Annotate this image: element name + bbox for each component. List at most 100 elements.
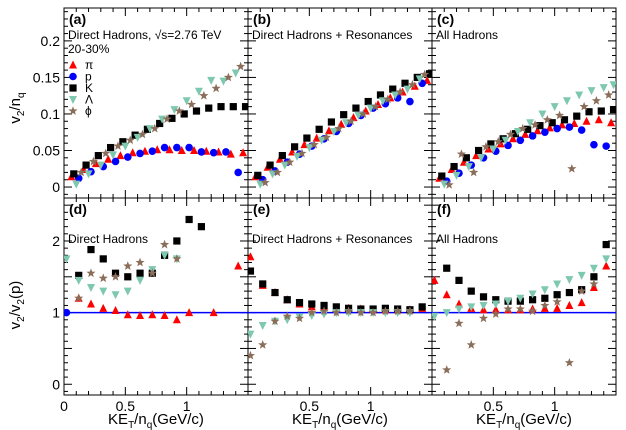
data-point-ϕ xyxy=(407,79,417,89)
panel-title: All Hadrons xyxy=(436,28,498,42)
x-tick-label: 1 xyxy=(367,398,375,414)
y-tick-label: 2 xyxy=(52,233,60,249)
data-point-Λ xyxy=(74,276,83,285)
data-point-Λ xyxy=(516,294,525,303)
panel-frame xyxy=(431,197,617,396)
panel-frame xyxy=(247,197,433,396)
data-point-legend-π xyxy=(69,60,77,69)
data-point-K xyxy=(197,223,205,231)
data-point-ϕ xyxy=(199,90,209,100)
data-point-K xyxy=(467,287,475,295)
data-point-K xyxy=(185,215,193,224)
data-point-ϕ xyxy=(454,318,464,328)
data-point-K xyxy=(70,170,78,178)
data-point-π xyxy=(123,310,132,319)
x-tick-label: 0.5 xyxy=(116,398,136,414)
panel-title: Direct Hadrons xyxy=(68,232,148,246)
x-tick-label: 0 xyxy=(60,398,68,414)
legend-label: ϕ xyxy=(85,104,92,118)
data-point-π xyxy=(239,148,248,157)
data-point-K xyxy=(511,130,520,138)
data-point-ϕ xyxy=(86,268,96,278)
panel-title: Direct Hadrons + Resonances xyxy=(252,232,412,246)
data-point-K xyxy=(308,300,316,308)
data-point-Λ xyxy=(170,106,179,115)
data-point-ϕ xyxy=(272,167,283,177)
data-point-ϕ xyxy=(540,300,550,310)
data-point-π xyxy=(508,134,517,143)
data-point-ϕ xyxy=(358,109,368,118)
markers xyxy=(248,252,427,360)
data-point-π xyxy=(582,116,591,125)
data-point-p xyxy=(160,143,169,152)
data-point-ϕ xyxy=(604,90,614,99)
data-point-ϕ xyxy=(555,110,565,120)
data-point-p xyxy=(406,97,414,106)
data-point-K xyxy=(597,107,605,115)
data-point-ϕ xyxy=(76,167,86,177)
data-point-p xyxy=(541,128,549,137)
data-point-p xyxy=(64,308,71,317)
markers xyxy=(67,61,248,189)
data-point-K xyxy=(425,70,432,78)
data-point-ϕ xyxy=(577,286,587,296)
data-point-Λ xyxy=(160,251,169,260)
data-point-π xyxy=(172,315,181,324)
x-tick-label: 1 xyxy=(551,398,559,414)
data-point-p xyxy=(590,140,598,149)
data-point-ϕ xyxy=(160,239,170,249)
data-point-ϕ xyxy=(493,136,503,146)
data-point-ϕ xyxy=(334,123,344,133)
data-point-ϕ xyxy=(137,129,148,139)
data-point-ϕ xyxy=(172,254,182,263)
data-point-Λ xyxy=(268,170,277,179)
data-point-Λ xyxy=(84,170,93,179)
data-point-Λ xyxy=(329,128,338,136)
data-point-ϕ xyxy=(282,311,292,321)
data-point-ϕ xyxy=(380,306,390,316)
data-point-π xyxy=(324,126,333,135)
data-point-ϕ xyxy=(393,306,403,316)
data-point-Λ xyxy=(538,110,547,119)
data-point-legend-Λ xyxy=(69,96,77,104)
data-point-π xyxy=(209,308,218,317)
data-point-ϕ xyxy=(260,177,270,187)
data-point-ϕ xyxy=(530,120,540,129)
panel-d: 0 1 2 0 0.5 1 (d) Direct Hadrons xyxy=(52,197,249,414)
data-point-ϕ xyxy=(236,61,246,71)
data-point-K xyxy=(205,104,213,112)
data-point-π xyxy=(234,261,243,270)
data-point-Λ xyxy=(477,154,486,163)
data-point-K xyxy=(438,172,446,180)
data-point-π xyxy=(454,299,463,308)
data-point-K xyxy=(192,107,201,115)
data-point-p xyxy=(528,132,537,140)
panel-subtitle: 20-30% xyxy=(68,42,110,56)
y-tick-label: 0 xyxy=(52,179,60,195)
data-point-Λ xyxy=(440,180,449,189)
data-point-p xyxy=(516,136,525,145)
data-point-ϕ xyxy=(307,307,317,317)
data-point-K xyxy=(229,103,237,111)
data-point-ϕ xyxy=(368,307,378,317)
panel-title: All Hadrons xyxy=(436,232,498,246)
data-point-K xyxy=(352,104,360,112)
data-point-Λ xyxy=(305,144,314,153)
data-point-ϕ xyxy=(174,106,184,115)
data-point-K xyxy=(283,296,291,304)
data-point-ϕ xyxy=(371,101,381,111)
data-point-K xyxy=(455,276,463,284)
data-point-π xyxy=(312,133,321,142)
data-point-K xyxy=(241,103,248,111)
data-point-K xyxy=(99,255,107,263)
data-point-ϕ xyxy=(248,350,256,360)
data-point-Λ xyxy=(415,75,424,84)
data-point-K xyxy=(602,240,610,249)
data-point-ϕ xyxy=(469,167,479,177)
data-point-Λ xyxy=(391,91,400,100)
data-point-Λ xyxy=(111,291,120,300)
data-point-Λ xyxy=(599,84,608,93)
data-point-π xyxy=(607,118,616,127)
data-point-K xyxy=(94,152,102,160)
data-point-ϕ xyxy=(297,148,307,158)
